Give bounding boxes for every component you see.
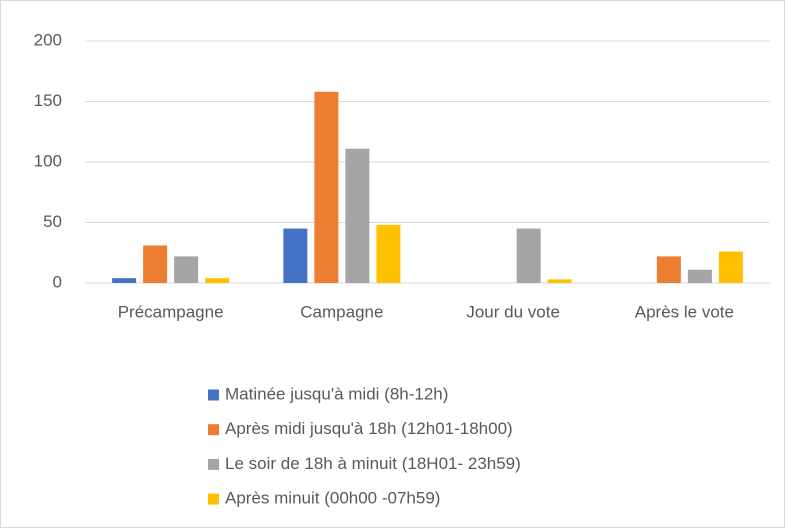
bar	[516, 228, 541, 283]
y-tick-label: 150	[34, 91, 62, 110]
legend-swatch	[208, 424, 219, 436]
y-tick-label: 200	[34, 30, 62, 49]
bar	[718, 251, 743, 283]
bar	[205, 278, 230, 283]
x-tick-label: Jour du vote	[466, 302, 560, 321]
x-tick-label: Précampagne	[118, 302, 224, 321]
bar	[112, 278, 137, 283]
y-tick-label: 100	[34, 151, 62, 170]
bar	[283, 228, 308, 283]
bar	[376, 224, 401, 283]
legend-swatch	[208, 389, 219, 401]
legend-label: Le soir de 18h à minuit (18H01- 23h59)	[225, 454, 521, 473]
legend-swatch	[208, 458, 219, 470]
bar	[174, 256, 199, 283]
bar	[143, 245, 168, 283]
legend-label: Après midi jusqu'à 18h (12h01-18h00)	[225, 419, 513, 438]
x-tick-label: Après le vote	[635, 302, 734, 321]
y-tick-label: 50	[43, 212, 62, 231]
legend-label: Matinée jusqu'à midi (8h-12h)	[225, 384, 448, 403]
bar	[345, 148, 370, 283]
y-tick-label: 0	[53, 272, 62, 291]
bar	[547, 279, 572, 283]
bar	[314, 91, 339, 283]
bar	[687, 269, 712, 283]
legend-label: Après minuit (00h00 -07h59)	[225, 489, 440, 508]
bar	[656, 256, 681, 283]
legend-swatch	[208, 493, 219, 505]
x-tick-label: Campagne	[300, 302, 383, 321]
